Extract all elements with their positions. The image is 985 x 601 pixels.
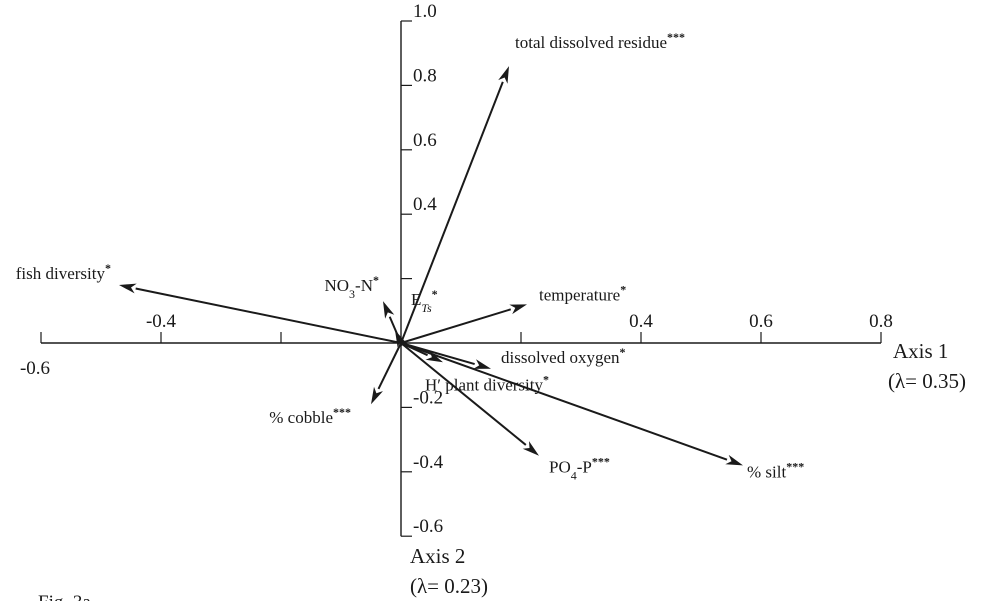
figure-label: Fig. 3a	[38, 592, 91, 601]
axis-1-tick-label: 0.6	[749, 311, 773, 332]
axis-2-tick-label: -0.6	[413, 516, 443, 537]
vector-arrowhead	[371, 386, 383, 405]
vector-label: % silt***	[747, 459, 804, 481]
axis-2-title: Axis 2	[410, 544, 465, 568]
vector-arrowhead	[425, 350, 443, 363]
axis-2-tick-label: 1.0	[413, 1, 437, 22]
axis-1-tick-label: 0.4	[629, 311, 653, 332]
vector-arrowhead	[725, 454, 743, 466]
vector-line	[400, 342, 527, 446]
vector-label: dissolved oxygen*	[501, 345, 626, 367]
axis-1-title: Axis 1	[893, 339, 948, 363]
vector-arrowhead	[522, 441, 539, 456]
vector-arrowhead	[119, 283, 137, 294]
axis-2-tick-label: 0.6	[413, 130, 437, 151]
axis-2-tick-label: -0.2	[413, 387, 443, 408]
vector-label: total dissolved residue***	[515, 30, 685, 52]
axis-1-tick-label: 0.8	[869, 311, 893, 332]
vector-arrowhead	[395, 330, 407, 348]
vector-label: NO3-N*	[324, 273, 379, 301]
vector-line	[135, 287, 402, 344]
axis-1-tick-label: -0.6	[20, 358, 50, 379]
vector-label: % cobble***	[269, 405, 351, 427]
axis-2-lambda: (λ= 0.23)	[410, 574, 488, 598]
vector-label: PO4-P***	[549, 455, 610, 483]
vector-arrowhead	[473, 359, 491, 369]
vector-line	[400, 308, 512, 344]
vector-line	[400, 342, 728, 461]
vector-line	[377, 342, 402, 390]
axis-2-tick-label: -0.4	[413, 452, 444, 473]
axis-2-tick-label: 0.4	[413, 194, 437, 215]
vector-line	[400, 81, 504, 344]
axis-2-tick-label: 0.8	[413, 65, 437, 86]
vector-arrowhead	[383, 301, 395, 319]
axis-1-lambda: (λ= 0.35)	[888, 369, 966, 393]
vector-label: fish diversity*	[16, 261, 111, 283]
axis-1-tick-label: -0.4	[146, 311, 177, 332]
vector-layer	[119, 66, 743, 466]
axes-layer: -0.6 -0.4 0.4 0.6 0.8 -0.6 -0.4 -0.2 0.4 0.6 0.8 1.…	[20, 1, 893, 537]
vector-label: ETs*	[411, 287, 438, 315]
label-layer: total dissolved residue*** fish diversity…	[16, 30, 804, 483]
vector-arrowhead	[509, 304, 527, 315]
vector-label: H′ plant diversity*	[425, 372, 549, 394]
vector-arrowhead	[498, 66, 509, 84]
vector-label: temperature*	[539, 282, 626, 304]
